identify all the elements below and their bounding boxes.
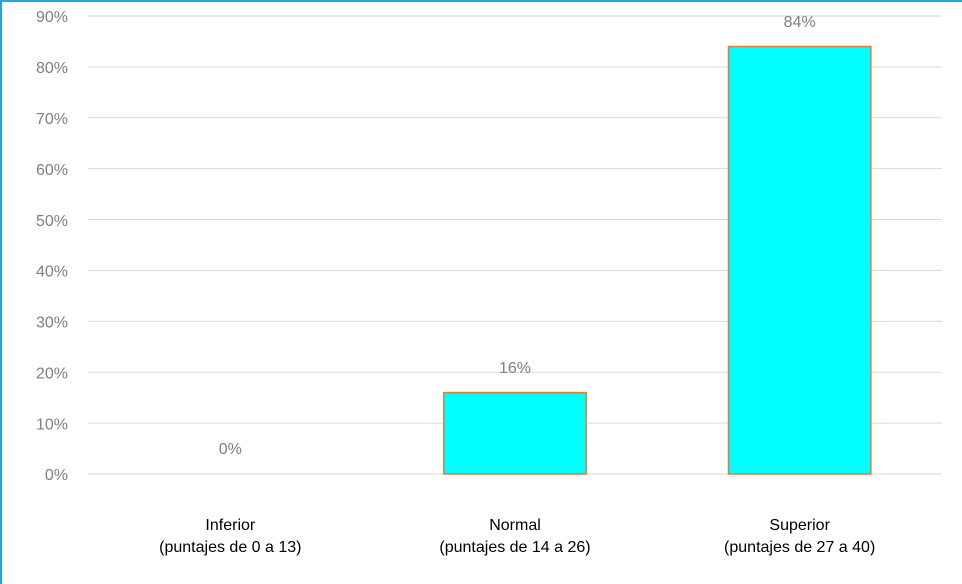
value-label: 16% [499,360,531,377]
y-tick-label: 10% [36,416,68,433]
x-tick-label: Superior [769,517,830,534]
y-tick-label: 80% [36,60,68,77]
x-tick-label: (puntajes de 14 a 26) [439,539,590,556]
y-tick-label: 60% [36,162,68,179]
y-tick-label: 0% [45,467,68,484]
x-tick-label: Normal [489,517,541,534]
value-label: 84% [784,14,816,31]
y-tick-label: 30% [36,315,68,332]
y-tick-label: 40% [36,264,68,281]
bar [443,391,587,475]
x-tick-label: Inferior [205,517,255,534]
y-tick-label: 90% [36,9,68,26]
y-tick-label: 70% [36,111,68,128]
y-tick-label: 20% [36,365,68,382]
bar [727,45,872,475]
x-tick-label: (puntajes de 27 a 40) [724,539,875,556]
y-tick-label: 50% [36,213,68,230]
value-label: 0% [219,441,242,458]
x-tick-label: (puntajes de 0 a 13) [159,539,301,556]
